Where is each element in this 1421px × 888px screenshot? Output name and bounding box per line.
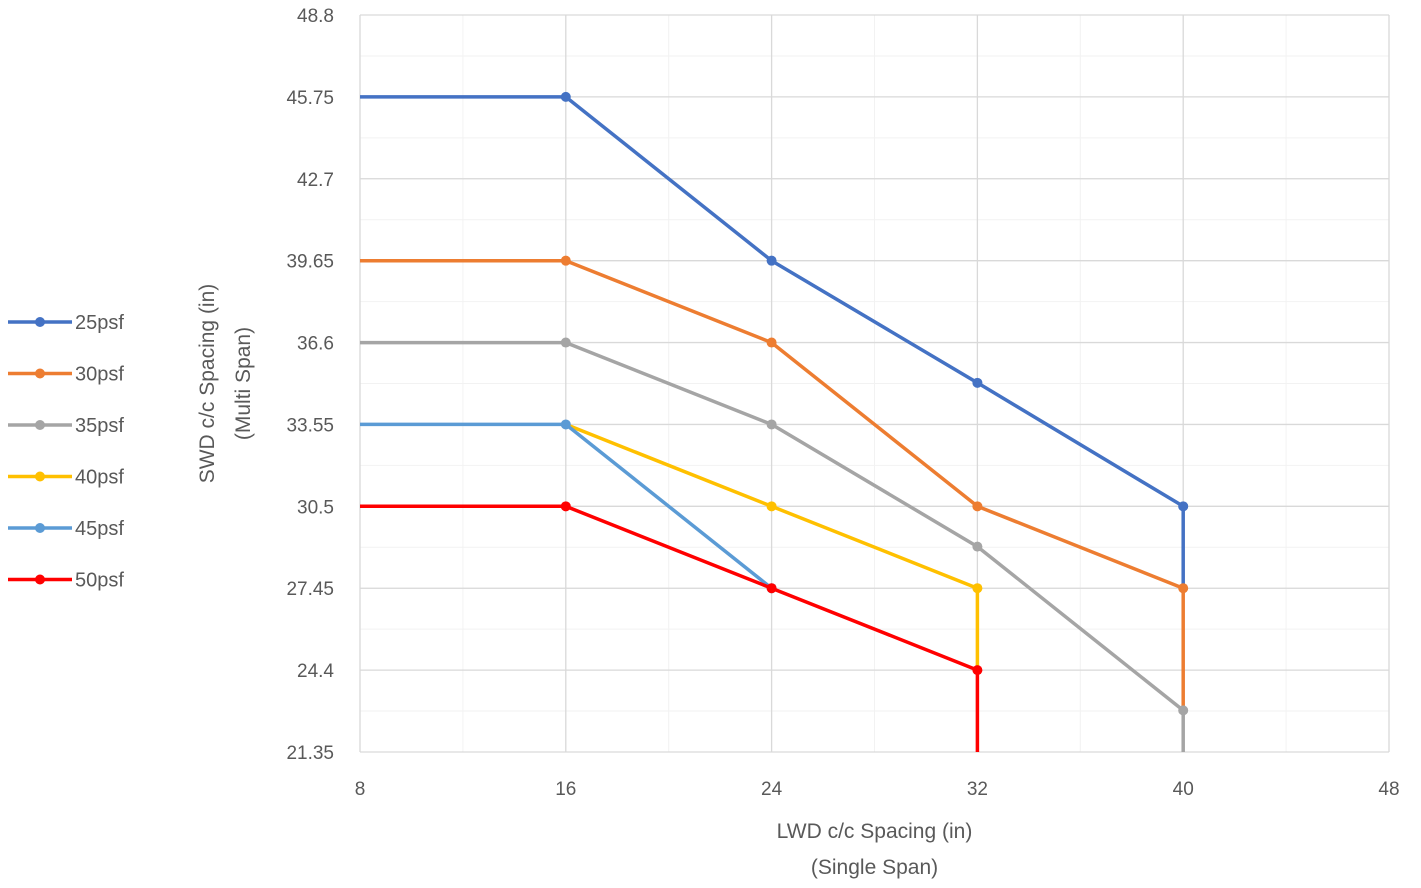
y-tick-label: 21.35: [286, 743, 334, 764]
series-50psf: [360, 501, 983, 752]
data-point-45psf: [560, 419, 571, 430]
legend-item-35psf: 35psf: [8, 415, 124, 437]
y-tick-label: 39.65: [286, 252, 334, 273]
legend-label: 45psf: [75, 518, 124, 540]
x-tick-label: 48: [1378, 779, 1399, 800]
y-axis-title: SWD c/c Spacing (in) (Multi Span): [196, 284, 255, 484]
legend-swatch-marker: [35, 574, 45, 585]
y-axis-tick-labels: 21.35 24.4 27.45 30.5 33.55 36.6 39.65 42.7 45.7…: [286, 6, 334, 764]
legend-swatch-marker: [35, 471, 45, 482]
legend-swatch-marker: [35, 420, 45, 430]
x-tick-label: 8: [355, 779, 366, 800]
x-axis-title-line1: LWD c/c Spacing (in): [777, 820, 973, 843]
legend-label: 25psf: [75, 312, 124, 334]
x-axis-title: LWD c/c Spacing (in) (Single Span): [777, 820, 973, 879]
legend-label: 35psf: [75, 415, 124, 437]
x-tick-label: 32: [967, 779, 988, 800]
series-line-25psf: [360, 95, 1185, 589]
data-point-25psf: [1178, 501, 1189, 512]
legend-label: 50psf: [75, 570, 124, 592]
legend-item-25psf: 25psf: [8, 312, 124, 334]
series-35psf: [360, 337, 1189, 752]
legend-item-40psf: 40psf: [8, 467, 124, 489]
x-tick-label: 24: [761, 779, 783, 800]
y-tick-label: 48.8: [297, 6, 334, 27]
series-line-35psf: [360, 340, 1185, 752]
x-axis-tick-labels: 8 16 24 32 40 48: [355, 779, 1400, 800]
data-point-30psf: [972, 501, 983, 512]
minor-gridlines: [359, 14, 1390, 753]
legend-swatch-marker: [35, 523, 45, 533]
x-tick-label: 40: [1173, 779, 1194, 800]
legend-label: 40psf: [75, 467, 124, 489]
legend: 25psf 30psf 35psf 40psf 45psf 50psf: [8, 312, 124, 592]
data-point-40psf: [972, 583, 983, 594]
series-layer: [360, 91, 1189, 752]
series-line-40psf: [565, 422, 980, 671]
series-line-30psf: [360, 258, 1185, 711]
x-axis-title-line2: (Single Span): [811, 856, 938, 879]
x-tick-label: 16: [555, 779, 576, 800]
data-point-35psf: [972, 541, 983, 552]
y-tick-label: 45.75: [286, 88, 334, 109]
legend-label: 30psf: [75, 364, 124, 386]
series-30psf: [360, 255, 1189, 711]
data-point-30psf: [560, 255, 571, 266]
data-point-50psf: [766, 583, 777, 594]
y-axis-title-line2: (Multi Span): [232, 327, 255, 440]
data-point-25psf: [560, 91, 571, 102]
y-tick-label: 42.7: [297, 170, 334, 191]
y-tick-label: 36.6: [297, 334, 334, 355]
series-25psf: [360, 91, 1189, 589]
y-tick-label: 27.45: [286, 579, 334, 600]
legend-item-50psf: 50psf: [8, 570, 124, 592]
data-point-30psf: [1178, 583, 1189, 594]
data-point-35psf: [560, 337, 571, 348]
data-point-35psf: [766, 419, 777, 430]
legend-swatch-marker: [35, 317, 45, 327]
data-point-50psf: [972, 665, 983, 676]
y-tick-label: 33.55: [286, 415, 334, 436]
y-axis-title-line1: SWD c/c Spacing (in): [196, 284, 219, 484]
data-point-30psf: [766, 337, 777, 348]
data-point-40psf: [766, 501, 777, 512]
series-40psf: [565, 422, 983, 671]
legend-swatch-marker: [35, 368, 45, 379]
legend-item-30psf: 30psf: [8, 364, 124, 386]
data-point-35psf: [1178, 705, 1189, 716]
data-point-50psf: [560, 501, 571, 512]
data-point-25psf: [972, 377, 983, 388]
y-tick-label: 30.5: [297, 497, 334, 518]
data-point-25psf: [766, 255, 777, 266]
legend-item-45psf: 45psf: [8, 518, 124, 540]
y-tick-label: 24.4: [297, 661, 334, 682]
